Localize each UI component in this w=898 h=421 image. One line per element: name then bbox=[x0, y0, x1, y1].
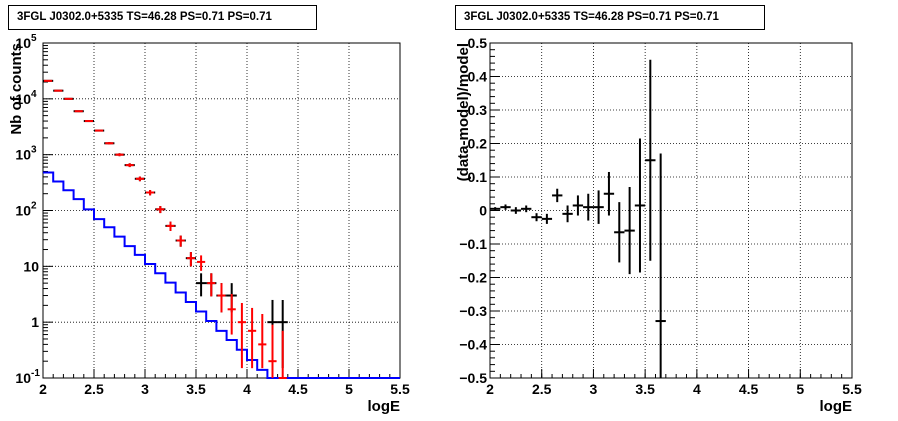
data-point bbox=[196, 273, 207, 297]
model-point bbox=[268, 324, 277, 378]
right-ytick-label: 0.2 bbox=[468, 136, 488, 152]
right-ytick-label: −0.5 bbox=[459, 370, 487, 386]
model-point bbox=[44, 79, 53, 82]
residual-point bbox=[655, 153, 666, 378]
right-xtick-label: 2.5 bbox=[532, 381, 552, 397]
left-ytick-exponent: 2 bbox=[31, 201, 37, 212]
residual-point bbox=[500, 204, 511, 210]
model-histogram-line bbox=[43, 171, 400, 379]
residual-point bbox=[614, 202, 625, 263]
residual-point bbox=[624, 187, 635, 275]
model-point bbox=[74, 110, 83, 113]
model-point bbox=[125, 163, 134, 168]
left-ytick-label: 10 bbox=[15, 91, 31, 107]
residual-point bbox=[645, 59, 656, 261]
right-ytick-label: −0.3 bbox=[459, 303, 487, 319]
right-xtick-label: 4.5 bbox=[739, 381, 759, 397]
model-point bbox=[146, 189, 155, 196]
left-y-axis-title: Nb of counts bbox=[8, 43, 25, 135]
residual-point bbox=[572, 195, 584, 216]
right-ytick-label: −0.2 bbox=[459, 270, 487, 286]
residual-point bbox=[531, 213, 542, 222]
model-point bbox=[166, 221, 175, 231]
model-point bbox=[207, 273, 216, 297]
residual-point bbox=[603, 171, 615, 216]
residual-point bbox=[634, 138, 646, 273]
model-point bbox=[135, 176, 144, 182]
model-point bbox=[156, 206, 165, 214]
right-xtick-label: 5.5 bbox=[842, 381, 862, 397]
right-xtick-label: 4 bbox=[693, 381, 701, 397]
left-xtick-label: 3.5 bbox=[186, 381, 206, 397]
residual-point bbox=[541, 213, 553, 224]
left-xtick-label: 5 bbox=[345, 381, 353, 397]
right-panel-title: 3FGL J0302.0+5335 TS=46.28 PS=0.71 PS=0.… bbox=[455, 5, 765, 30]
residual-point bbox=[552, 188, 563, 203]
model-point bbox=[54, 89, 63, 92]
left-panel-title: 3FGL J0302.0+5335 TS=46.28 PS=0.71 PS=0.… bbox=[8, 5, 317, 30]
left-ytick-label: 10 bbox=[23, 258, 39, 274]
model-point bbox=[237, 303, 246, 369]
left-ytick-label: 10 bbox=[15, 203, 31, 219]
right-ytick-label: −0.1 bbox=[459, 236, 487, 252]
left-ytick-exponent: 4 bbox=[31, 89, 37, 100]
right-ytick-label: −0.4 bbox=[459, 337, 487, 353]
residual-point bbox=[593, 190, 604, 224]
model-point bbox=[84, 120, 93, 123]
left-ytick-label: 1 bbox=[31, 314, 39, 330]
model-point bbox=[258, 314, 267, 369]
right-y-axis-title: (data-model)/model bbox=[455, 43, 472, 181]
model-point bbox=[95, 129, 104, 132]
left-xtick-label: 4 bbox=[243, 381, 251, 397]
left-ytick-exponent: 5 bbox=[31, 33, 37, 44]
model-point bbox=[105, 142, 114, 145]
model-point bbox=[217, 283, 226, 313]
model-point bbox=[186, 252, 195, 267]
residual-point bbox=[562, 205, 573, 223]
right-xtick-label: 5 bbox=[796, 381, 804, 397]
left-ytick-exponent: -1 bbox=[31, 368, 40, 379]
right-x-axis-title: logE bbox=[820, 398, 853, 415]
left-xtick-label: 4.5 bbox=[288, 381, 308, 397]
right-ytick-label: 0.4 bbox=[468, 69, 488, 85]
right-xtick-label: 2 bbox=[486, 381, 494, 397]
right-ytick-label: 0 bbox=[479, 203, 487, 219]
model-point bbox=[227, 293, 236, 335]
right-ytick-label: 0.1 bbox=[468, 169, 488, 185]
left-xtick-label: 2 bbox=[39, 381, 47, 397]
model-point bbox=[176, 235, 185, 247]
left-ytick-label: 10 bbox=[15, 35, 31, 51]
left-ytick-label: 10 bbox=[15, 370, 31, 386]
right-ytick-label: 0.5 bbox=[468, 35, 488, 51]
residual-point bbox=[490, 207, 501, 211]
left-x-axis-title: logE bbox=[368, 398, 401, 415]
residual-point bbox=[521, 205, 532, 213]
model-point bbox=[278, 330, 287, 379]
left-xtick-label: 5.5 bbox=[390, 381, 410, 397]
model-point bbox=[197, 255, 206, 271]
residual-point bbox=[510, 207, 522, 214]
left-xtick-label: 3 bbox=[141, 381, 149, 397]
model-point bbox=[64, 97, 73, 100]
model-point bbox=[248, 307, 257, 369]
right-xtick-label: 3 bbox=[590, 381, 598, 397]
left-xtick-label: 2.5 bbox=[84, 381, 104, 397]
model-point bbox=[115, 153, 124, 157]
left-ytick-label: 10 bbox=[15, 147, 31, 163]
residual-point bbox=[583, 193, 594, 221]
left-ytick-exponent: 3 bbox=[31, 145, 37, 156]
right-ytick-label: 0.3 bbox=[468, 102, 488, 118]
right-xtick-label: 3.5 bbox=[635, 381, 655, 397]
